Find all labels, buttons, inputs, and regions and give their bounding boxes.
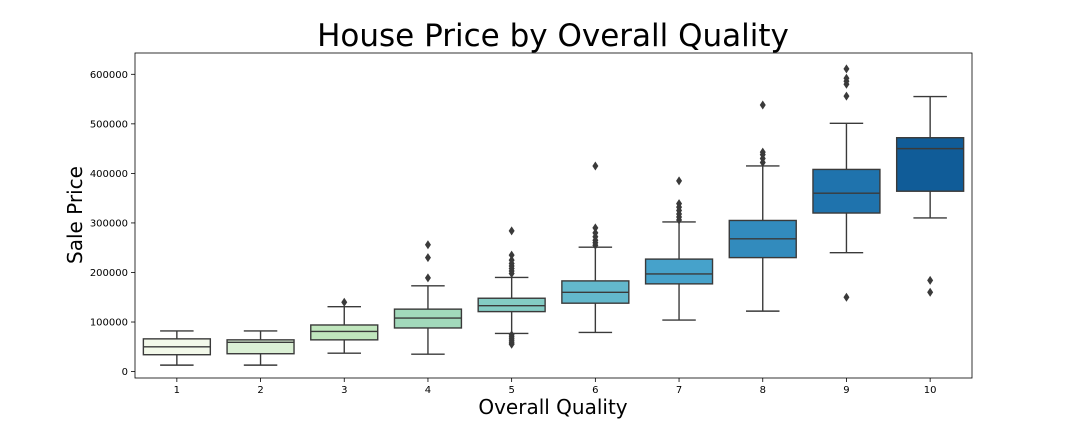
chart-title: House Price by Overall Quality: [317, 18, 789, 54]
x-tick-label: 7: [676, 385, 682, 396]
outlier-point: [508, 339, 515, 349]
x-tick-label: 4: [425, 385, 431, 396]
box-5: [477, 297, 546, 313]
y-tick-label: 400000: [90, 169, 128, 180]
y-tick-label: 600000: [90, 70, 128, 81]
x-tick-label: 2: [257, 385, 263, 396]
x-tick-label: 8: [760, 385, 766, 396]
outlier-point: [927, 275, 934, 285]
outlier-point: [508, 226, 515, 236]
outlier-point: [843, 292, 850, 302]
y-tick-label: 200000: [90, 268, 128, 279]
box-3: [310, 324, 379, 341]
y-tick-label: 100000: [90, 318, 128, 329]
outlier-point: [759, 147, 766, 157]
y-tick-label: 500000: [90, 119, 128, 130]
x-axis-label: Overall Quality: [478, 395, 627, 419]
plot-frame: [134, 52, 973, 379]
x-tick-label: 1: [174, 385, 180, 396]
y-tick-label: 300000: [90, 218, 128, 229]
outlier-point: [592, 223, 599, 233]
outlier-point: [508, 250, 515, 260]
outlier-point: [843, 91, 850, 101]
outlier-point: [592, 161, 599, 171]
x-tick-label: 9: [843, 385, 849, 396]
outlier-point: [592, 228, 599, 238]
outlier-point: [341, 297, 348, 307]
x-tick-label: 6: [592, 385, 598, 396]
outlier-point: [927, 287, 934, 297]
y-tick-label: 0: [122, 367, 128, 378]
x-tick-label: 5: [508, 385, 514, 396]
outlier-point: [424, 240, 431, 250]
outlier-point: [676, 176, 683, 186]
outlier-point: [843, 73, 850, 83]
outlier-point: [424, 273, 431, 283]
box-7: [644, 258, 714, 285]
plot-area: 0 100000 200000 300000 400000 500000 600000 1 2 3…: [90, 52, 973, 396]
box-9: [812, 168, 881, 214]
box-10: [895, 137, 965, 192]
outlier-point: [424, 253, 431, 263]
x-tick-label: 10: [924, 385, 937, 396]
outlier-point: [676, 199, 683, 209]
box-2: [226, 339, 295, 355]
outlier-point: [508, 255, 515, 265]
y-axis-label: Sale Price: [63, 166, 87, 264]
x-tick-label: 3: [341, 385, 347, 396]
outlier-point: [843, 64, 850, 74]
outlier-point: [759, 100, 766, 110]
